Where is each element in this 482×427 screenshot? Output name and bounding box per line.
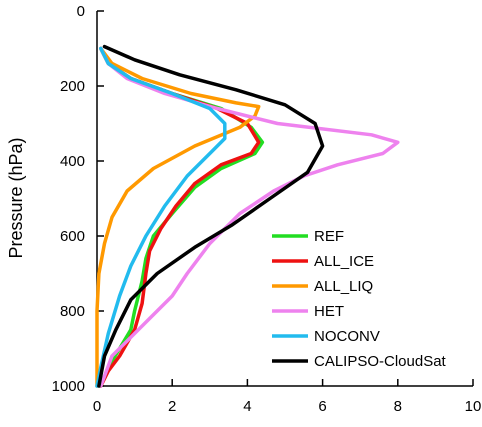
legend-label-all-ice: ALL_ICE <box>314 253 374 270</box>
legend-label-calipso-cloudsat: CALIPSO-CloudSat <box>314 353 447 370</box>
y-tick-label: 0 <box>77 3 85 20</box>
x-tick-label: 8 <box>394 398 402 415</box>
series-line-all-liq <box>95 46 261 388</box>
x-tick-label: 4 <box>243 398 251 415</box>
x-tick-label: 10 <box>465 398 482 415</box>
x-tick-label: 0 <box>93 398 101 415</box>
legend-label-noconv: NOCONV <box>314 328 380 345</box>
series-line-noconv <box>95 46 227 388</box>
legend: REF ALL_ICE ALL_LIQ HET NOCONV CALIPSO-CloudS… <box>272 228 447 370</box>
legend-label-ref: REF <box>314 228 344 245</box>
legend-label-all-liq: ALL_LIQ <box>314 278 373 295</box>
y-tick-label: 800 <box>60 303 85 320</box>
y-tick-label: 200 <box>60 78 85 95</box>
series-lines <box>95 44 400 388</box>
ticks: 0 2 4 6 8 10 0 200 400 600 800 1000 <box>52 3 482 415</box>
x-tick-label: 6 <box>318 398 326 415</box>
y-tick-label: 400 <box>60 153 85 170</box>
y-axis-title: Pressure (hPa) <box>6 137 26 258</box>
legend-label-het: HET <box>314 303 344 320</box>
y-tick-label: 600 <box>60 228 85 245</box>
x-tick-label: 2 <box>168 398 176 415</box>
y-tick-label: 1000 <box>52 378 85 395</box>
series-line-calipso-cloudsat <box>97 44 325 388</box>
series-line-het <box>99 46 400 388</box>
